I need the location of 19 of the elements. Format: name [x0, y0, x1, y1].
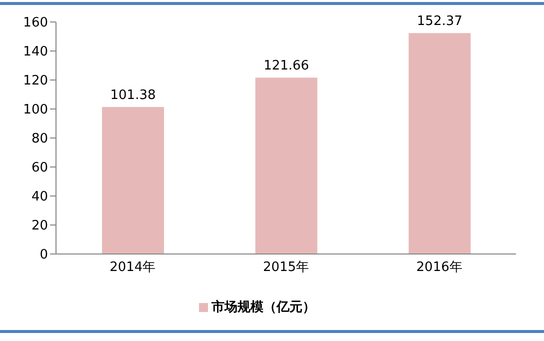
bar [102, 107, 164, 254]
y-tick-label: 20 [31, 218, 48, 234]
x-tick-label: 2016年 [416, 260, 462, 276]
y-tick-label: 160 [23, 16, 48, 31]
y-tick-label: 140 [23, 44, 48, 60]
x-tick-label: 2015年 [262, 260, 310, 276]
y-tick-label: 60 [31, 160, 48, 176]
x-tick-label: 2014年 [110, 260, 156, 276]
bar [255, 78, 318, 254]
data-label: 152.37 [416, 14, 462, 30]
legend-label: 市场规模（亿元） [212, 300, 316, 315]
data-label: 101.38 [110, 88, 156, 103]
y-tick-label: 40 [31, 190, 48, 205]
data-label: 121.66 [264, 58, 310, 74]
y-tick-label: 120 [23, 74, 48, 89]
y-tick-label: 100 [23, 102, 48, 118]
y-tick-label: 80 [31, 132, 48, 147]
y-tick-label: 0 [40, 248, 48, 263]
bar [408, 33, 471, 254]
